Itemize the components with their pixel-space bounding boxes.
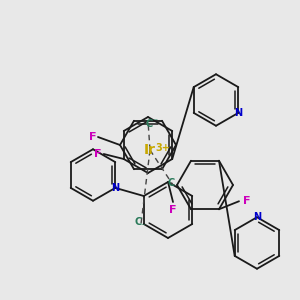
Text: F: F	[169, 205, 177, 215]
Text: 3+: 3+	[156, 143, 170, 153]
Text: ⁻: ⁻	[140, 222, 145, 232]
Text: Ir: Ir	[144, 143, 156, 157]
Text: ⁻: ⁻	[152, 117, 158, 127]
Text: F: F	[88, 132, 96, 142]
Text: F: F	[243, 196, 250, 206]
Text: C: C	[134, 217, 141, 227]
Text: N: N	[234, 108, 242, 118]
Text: F: F	[94, 149, 102, 159]
Text: N: N	[111, 183, 119, 193]
Text: N: N	[253, 212, 261, 222]
Text: C: C	[167, 178, 175, 188]
Text: C: C	[146, 119, 153, 129]
